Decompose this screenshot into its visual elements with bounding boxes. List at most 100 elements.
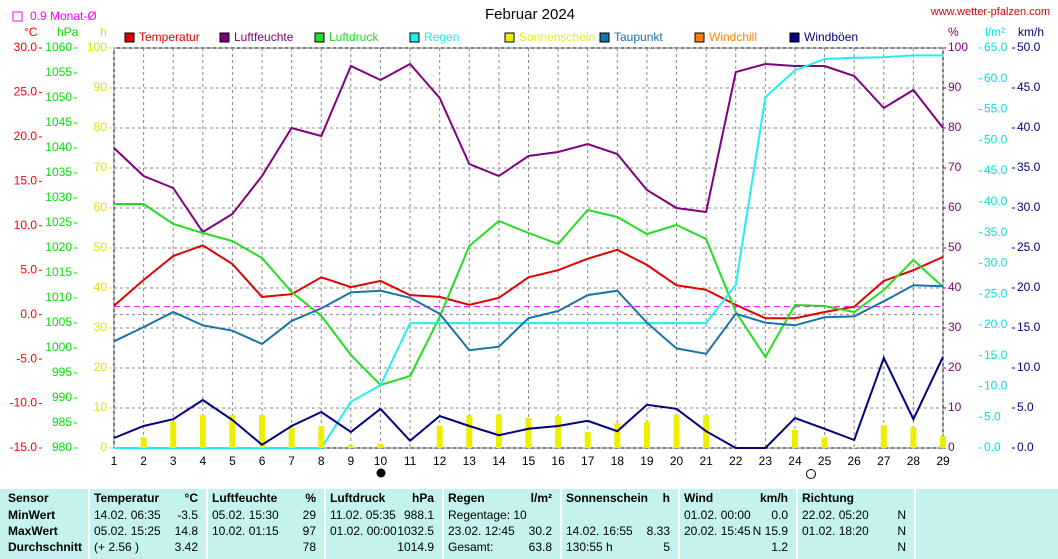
table-column-bg [326, 489, 442, 559]
table-cell: 01.02. 00:00 [684, 508, 751, 522]
table-cell: Luftdruck [330, 491, 386, 505]
table-cell: 97 [303, 524, 317, 538]
y-tick-label: 1045 [45, 115, 72, 129]
table-cell: Gesamt: [448, 540, 493, 554]
legend-label: Windböen [804, 30, 858, 44]
table-cell: 14.02. 06:35 [94, 508, 161, 522]
x-tick-label: 28 [907, 454, 921, 468]
series-line [113, 355, 944, 449]
legend-swatch [409, 32, 420, 43]
series-line [113, 244, 944, 320]
legend-swatch [694, 32, 705, 43]
x-tick-label: 7 [288, 454, 295, 468]
y-tick-label: 15.0 [14, 174, 38, 188]
table-cell: N 15.9 [753, 524, 789, 538]
mean-legend: 0.9 Monat-Ø [30, 9, 97, 23]
y-tick-label: 10.0 [14, 218, 38, 232]
table-cell: 10.02. 01:15 [212, 524, 279, 538]
table-column-bg [916, 489, 1058, 559]
y-tick-label: 10.0 [984, 379, 1008, 393]
table-cell: Durchschnitt [8, 540, 82, 554]
y-tick-label: 995 [52, 365, 72, 379]
y-tick-label: 980 [52, 440, 72, 454]
y-tick-label: 40.0 [984, 194, 1008, 208]
table-column-bg [798, 489, 914, 559]
y-tick-label: -10.0 [10, 396, 38, 410]
table-cell: N [897, 540, 906, 554]
table-cell: hPa [412, 491, 434, 505]
sunshine-bar [821, 437, 828, 448]
y-tick-label: -15.0 [10, 440, 38, 454]
table-cell: 29 [303, 508, 317, 522]
table-cell: 5 [663, 540, 670, 554]
x-tick-label: 18 [611, 454, 625, 468]
table-cell: 22.02. 05:20 [802, 508, 869, 522]
sunshine-bar [614, 423, 621, 448]
x-tick-label: 25 [818, 454, 832, 468]
y-tick-label: 50 [94, 240, 108, 254]
x-tick-label: 5 [229, 454, 236, 468]
x-tick-label: 17 [581, 454, 595, 468]
x-tick-label: 22 [729, 454, 743, 468]
x-tick-label: 27 [877, 454, 891, 468]
y-tick-label: 30 [94, 320, 108, 334]
sunshine-bar [555, 416, 562, 448]
legend-label: Regen [424, 30, 459, 44]
table-column-bg [680, 489, 796, 559]
y-tick-label: 1040 [45, 140, 72, 154]
y-tick-label: 35.0 [984, 225, 1008, 239]
axis-unit: l/m² [985, 25, 1005, 39]
table-cell: 14.8 [175, 524, 199, 538]
y-tick-label: 40.0 [1017, 120, 1041, 134]
x-tick-label: 24 [788, 454, 802, 468]
sunshine-bar [495, 414, 502, 448]
legend-swatch [504, 32, 515, 43]
x-tick-label: 16 [551, 454, 565, 468]
y-tick-label: 100 [948, 40, 968, 54]
y-tick-label: 1000 [45, 340, 72, 354]
axis-unit: km/h [1018, 25, 1044, 39]
sunshine-bar [673, 414, 680, 448]
legend-label: Sonnenschein [519, 30, 595, 44]
x-tick-label: 29 [936, 454, 950, 468]
legend-label: Temperatur [139, 30, 200, 44]
y-tick-label: 10 [948, 400, 962, 414]
x-tick-label: 6 [259, 454, 266, 468]
table-cell: 05.02. 15:30 [212, 508, 279, 522]
y-tick-label: 1030 [45, 190, 72, 204]
sunshine-bar [940, 436, 946, 448]
legend-swatch [789, 32, 800, 43]
x-tick-label: 3 [170, 454, 177, 468]
legend-label: Windchill [709, 30, 757, 44]
table-cell: 23.02. 12:45 [448, 524, 515, 538]
y-tick-label: 985 [52, 415, 72, 429]
y-tick-label: 45.0 [1017, 80, 1041, 94]
table-column-bg [90, 489, 206, 559]
y-tick-label: 990 [52, 390, 72, 404]
table-cell: Temperatur [94, 491, 159, 505]
table-cell: 8.33 [647, 524, 671, 538]
table-column-bg [0, 489, 88, 559]
y-tick-label: 20.0 [1017, 280, 1041, 294]
table-cell: 1.2 [771, 540, 788, 554]
y-tick-label: 20.0 [984, 317, 1008, 331]
x-tick-label: 11 [404, 454, 417, 468]
source: www.wetter-pfalzen.com [930, 6, 1050, 18]
axis-unit: hPa [57, 25, 79, 39]
y-tick-label: 0 [948, 440, 955, 454]
sunshine-bar [910, 427, 917, 448]
table-column-bg [562, 489, 678, 559]
y-tick-label: 10 [94, 400, 108, 414]
y-tick-label: 1005 [45, 315, 72, 329]
y-tick-label: 45.0 [984, 163, 1008, 177]
sunshine-bar [791, 430, 798, 448]
sunshine-bar [170, 422, 177, 448]
table-cell: h [663, 491, 670, 505]
sunshine-bar [288, 428, 295, 448]
x-tick-label: 2 [140, 454, 147, 468]
x-tick-label: 13 [463, 454, 477, 468]
table-cell: (+ 2.56 ) [94, 540, 139, 554]
sunshine-bar [643, 422, 650, 448]
y-tick-label: 40 [948, 280, 962, 294]
table-cell: 130:55 h [566, 540, 613, 554]
